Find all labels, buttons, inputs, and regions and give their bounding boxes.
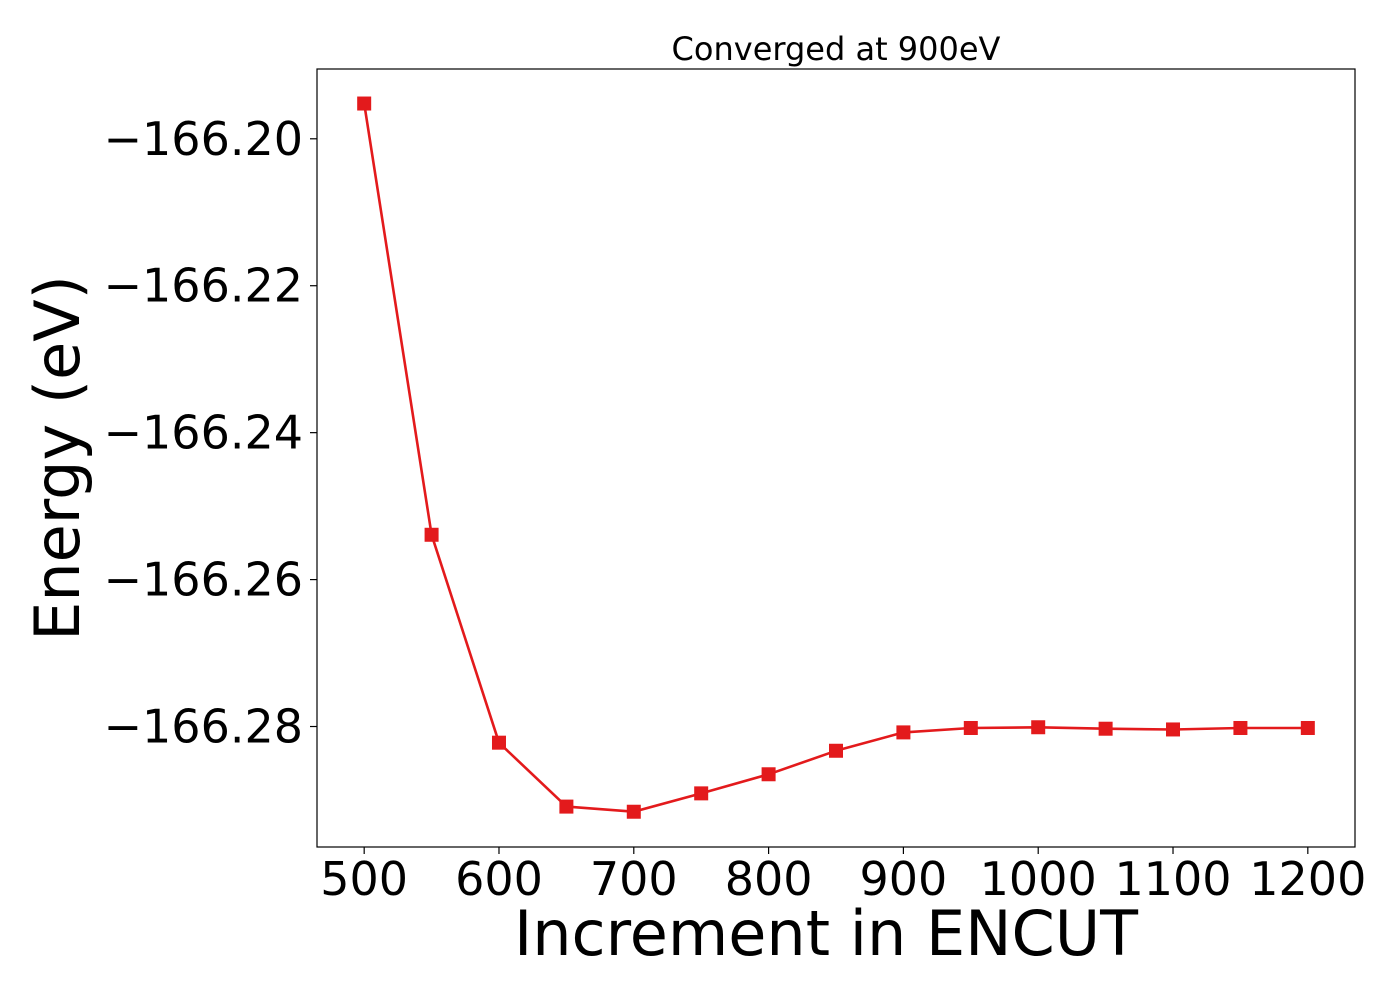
y-tick-label: −166.20 xyxy=(104,112,304,166)
data-point-marker xyxy=(1098,721,1113,736)
x-tick-label: 1000 xyxy=(980,852,1097,906)
y-tick-label: −166.26 xyxy=(104,553,304,607)
x-axis: 500 600 700 800 900 1000 1100 1200 xyxy=(320,847,1366,906)
chart-title: Converged at 900eV xyxy=(672,30,1001,68)
data-point-marker xyxy=(626,804,641,819)
x-tick-label: 900 xyxy=(859,852,947,906)
data-point-marker xyxy=(963,720,978,735)
y-tick-label: −166.24 xyxy=(104,406,304,460)
y-tick-label: −166.22 xyxy=(104,259,304,313)
data-point-marker xyxy=(1031,720,1046,735)
data-point-marker xyxy=(357,96,372,111)
x-axis-label: Increment in ENCUT xyxy=(514,897,1139,970)
y-tick-label: −166.28 xyxy=(104,700,304,754)
data-point-marker xyxy=(1166,722,1181,737)
x-tick-label: 700 xyxy=(590,852,678,906)
data-point-marker xyxy=(424,527,439,542)
series-layer xyxy=(357,96,1315,819)
x-tick-label: 1100 xyxy=(1114,852,1231,906)
plot-area-frame xyxy=(316,68,1356,848)
data-point-marker xyxy=(1233,720,1248,735)
data-point-marker xyxy=(559,799,574,814)
x-tick-label: 800 xyxy=(725,852,813,906)
x-tick-label: 600 xyxy=(455,852,543,906)
data-point-marker xyxy=(694,786,709,801)
data-point-marker xyxy=(829,743,843,758)
data-point-marker xyxy=(896,725,911,740)
data-point-marker xyxy=(1300,720,1315,735)
data-point-marker xyxy=(761,767,776,782)
y-axis-label: Energy (eV) xyxy=(21,275,94,641)
x-tick-label: 500 xyxy=(320,852,408,906)
series-line xyxy=(362,103,1308,814)
data-point-marker xyxy=(491,735,506,750)
y-axis: −166.20 −166.22 −166.24 −166.26 −166.28 xyxy=(104,112,317,754)
x-tick-label: 1200 xyxy=(1249,852,1366,906)
